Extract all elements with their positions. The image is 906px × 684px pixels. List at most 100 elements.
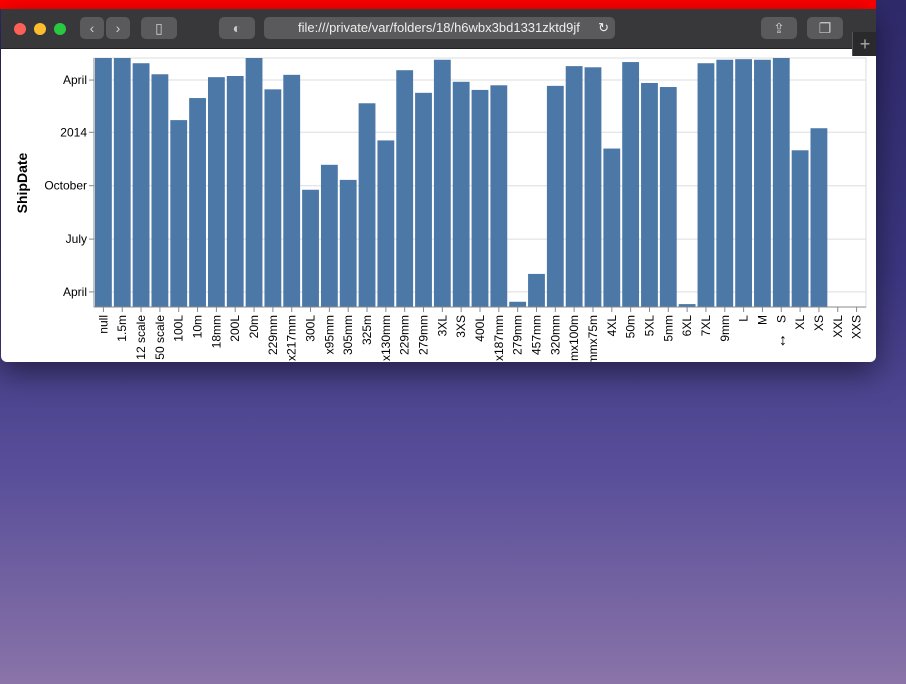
tabs-overview-button[interactable]: ❐ xyxy=(807,17,843,39)
x-tick-label: 5XL xyxy=(642,315,656,337)
bar xyxy=(735,59,753,307)
x-tick-label: 12 scale xyxy=(134,315,148,360)
x-tick-label: 3XL xyxy=(435,315,449,337)
bar xyxy=(396,70,414,307)
red-top-bar xyxy=(0,0,876,9)
x-tick-label: 300L xyxy=(304,315,318,342)
x-tick-label: 400L xyxy=(473,315,487,342)
bar xyxy=(283,74,301,307)
x-tick-label: 3XS xyxy=(454,315,468,338)
bar xyxy=(95,58,112,307)
x-tick-label: S xyxy=(774,315,788,323)
bar xyxy=(471,89,489,307)
x-tick-label: XS xyxy=(812,315,826,331)
bar xyxy=(113,58,131,307)
x-tick-label: M xyxy=(755,315,769,325)
x-tick-label: 1.5m xyxy=(115,315,129,342)
bar xyxy=(509,301,527,307)
x-tick-label: null xyxy=(96,315,110,334)
share-icon: ⇪ xyxy=(773,20,785,36)
bar xyxy=(791,150,809,307)
bar xyxy=(339,179,357,307)
bar xyxy=(565,66,583,307)
x-tick-label: XXS xyxy=(850,315,864,339)
y-tick-label: 2014 xyxy=(60,125,87,139)
y-axis-title: ShipDate xyxy=(14,152,30,213)
bar xyxy=(528,273,545,307)
y-tick-label: October xyxy=(44,179,87,193)
x-tick-label: 20m xyxy=(247,315,261,338)
browser-toolbar: ‹ › ▯ ◐ file:///private/var/folders/18/h… xyxy=(1,9,876,56)
bar xyxy=(810,128,828,307)
bar xyxy=(433,59,451,308)
x-tick-label: 5mm xyxy=(661,315,675,342)
sidebar-button[interactable]: ▯ xyxy=(141,17,177,39)
y-tick-label: July xyxy=(66,232,87,246)
bar xyxy=(245,58,263,307)
address-bar[interactable]: file:///private/var/folders/18/h6wbx3bd1… xyxy=(264,17,615,39)
bar xyxy=(415,92,432,308)
x-tick-label: x95mm xyxy=(322,315,336,354)
close-window-button[interactable] xyxy=(14,23,26,35)
x-tick-label: XL xyxy=(793,315,807,330)
tabs-icon: ❐ xyxy=(818,20,832,36)
x-tick-label: 100L xyxy=(172,315,186,342)
x-tick-label: 229mm xyxy=(266,315,280,355)
x-tick-label: 325m xyxy=(360,315,374,345)
x-tick-label: 457mm xyxy=(529,315,543,355)
x-tick-label: 50 scale xyxy=(153,315,167,360)
bar xyxy=(622,62,640,307)
x-tick-label: L xyxy=(737,315,751,322)
bar xyxy=(151,74,169,308)
x-tick-label: 18mm xyxy=(209,315,223,348)
bar xyxy=(132,63,150,307)
bar xyxy=(358,103,376,307)
minimize-window-button[interactable] xyxy=(34,23,46,35)
back-button[interactable]: ‹ xyxy=(80,17,104,39)
bar xyxy=(697,63,715,307)
x-tick-label: 320mm xyxy=(548,315,562,355)
toggle-icon: ◐ xyxy=(232,20,242,36)
chevron-right-icon: › xyxy=(115,20,121,36)
bar xyxy=(641,82,658,307)
reload-icon[interactable]: ↻ xyxy=(598,20,609,35)
forward-button[interactable]: › xyxy=(106,17,130,39)
bar xyxy=(659,87,677,307)
bar xyxy=(716,59,734,308)
x-tick-label: mmx75m xyxy=(586,315,600,364)
bar xyxy=(754,59,771,308)
bar xyxy=(302,189,319,307)
x-tick-label: x217mm xyxy=(285,315,299,361)
chevron-left-icon: ‹ xyxy=(89,20,95,36)
url-text: file:///private/var/folders/18/h6wbx3bd1… xyxy=(298,20,580,35)
bar xyxy=(207,77,225,308)
reader-toggle-button[interactable]: ◐ xyxy=(219,17,255,39)
bar xyxy=(452,81,470,307)
resize-cursor-icon: ↕ xyxy=(779,332,787,349)
bar xyxy=(678,304,696,307)
bar xyxy=(772,58,790,307)
bar xyxy=(490,85,508,307)
bar xyxy=(377,140,395,307)
y-tick-label: April xyxy=(63,73,87,87)
x-tick-label: mx100m xyxy=(567,315,581,361)
x-tick-label: x187mm xyxy=(492,315,506,361)
x-tick-label: 6XL xyxy=(680,315,694,337)
x-tick-label: 4XL xyxy=(605,315,619,337)
x-tick-label: XXL xyxy=(831,315,845,338)
x-tick-label: 10m xyxy=(191,315,205,338)
y-tick-label: April xyxy=(63,285,87,299)
new-tab-button[interactable]: + xyxy=(852,32,876,56)
bar xyxy=(189,98,206,307)
x-tick-label: 200L xyxy=(228,315,242,342)
x-tick-label: 50m xyxy=(624,315,638,338)
x-tick-label: x130mm xyxy=(379,315,393,361)
bar xyxy=(170,120,188,308)
bar xyxy=(320,164,338,307)
bar xyxy=(584,67,602,307)
bar xyxy=(226,75,244,307)
zoom-window-button[interactable] xyxy=(54,23,66,35)
share-button[interactable]: ⇪ xyxy=(761,17,797,39)
x-tick-label: 7XL xyxy=(699,315,713,337)
